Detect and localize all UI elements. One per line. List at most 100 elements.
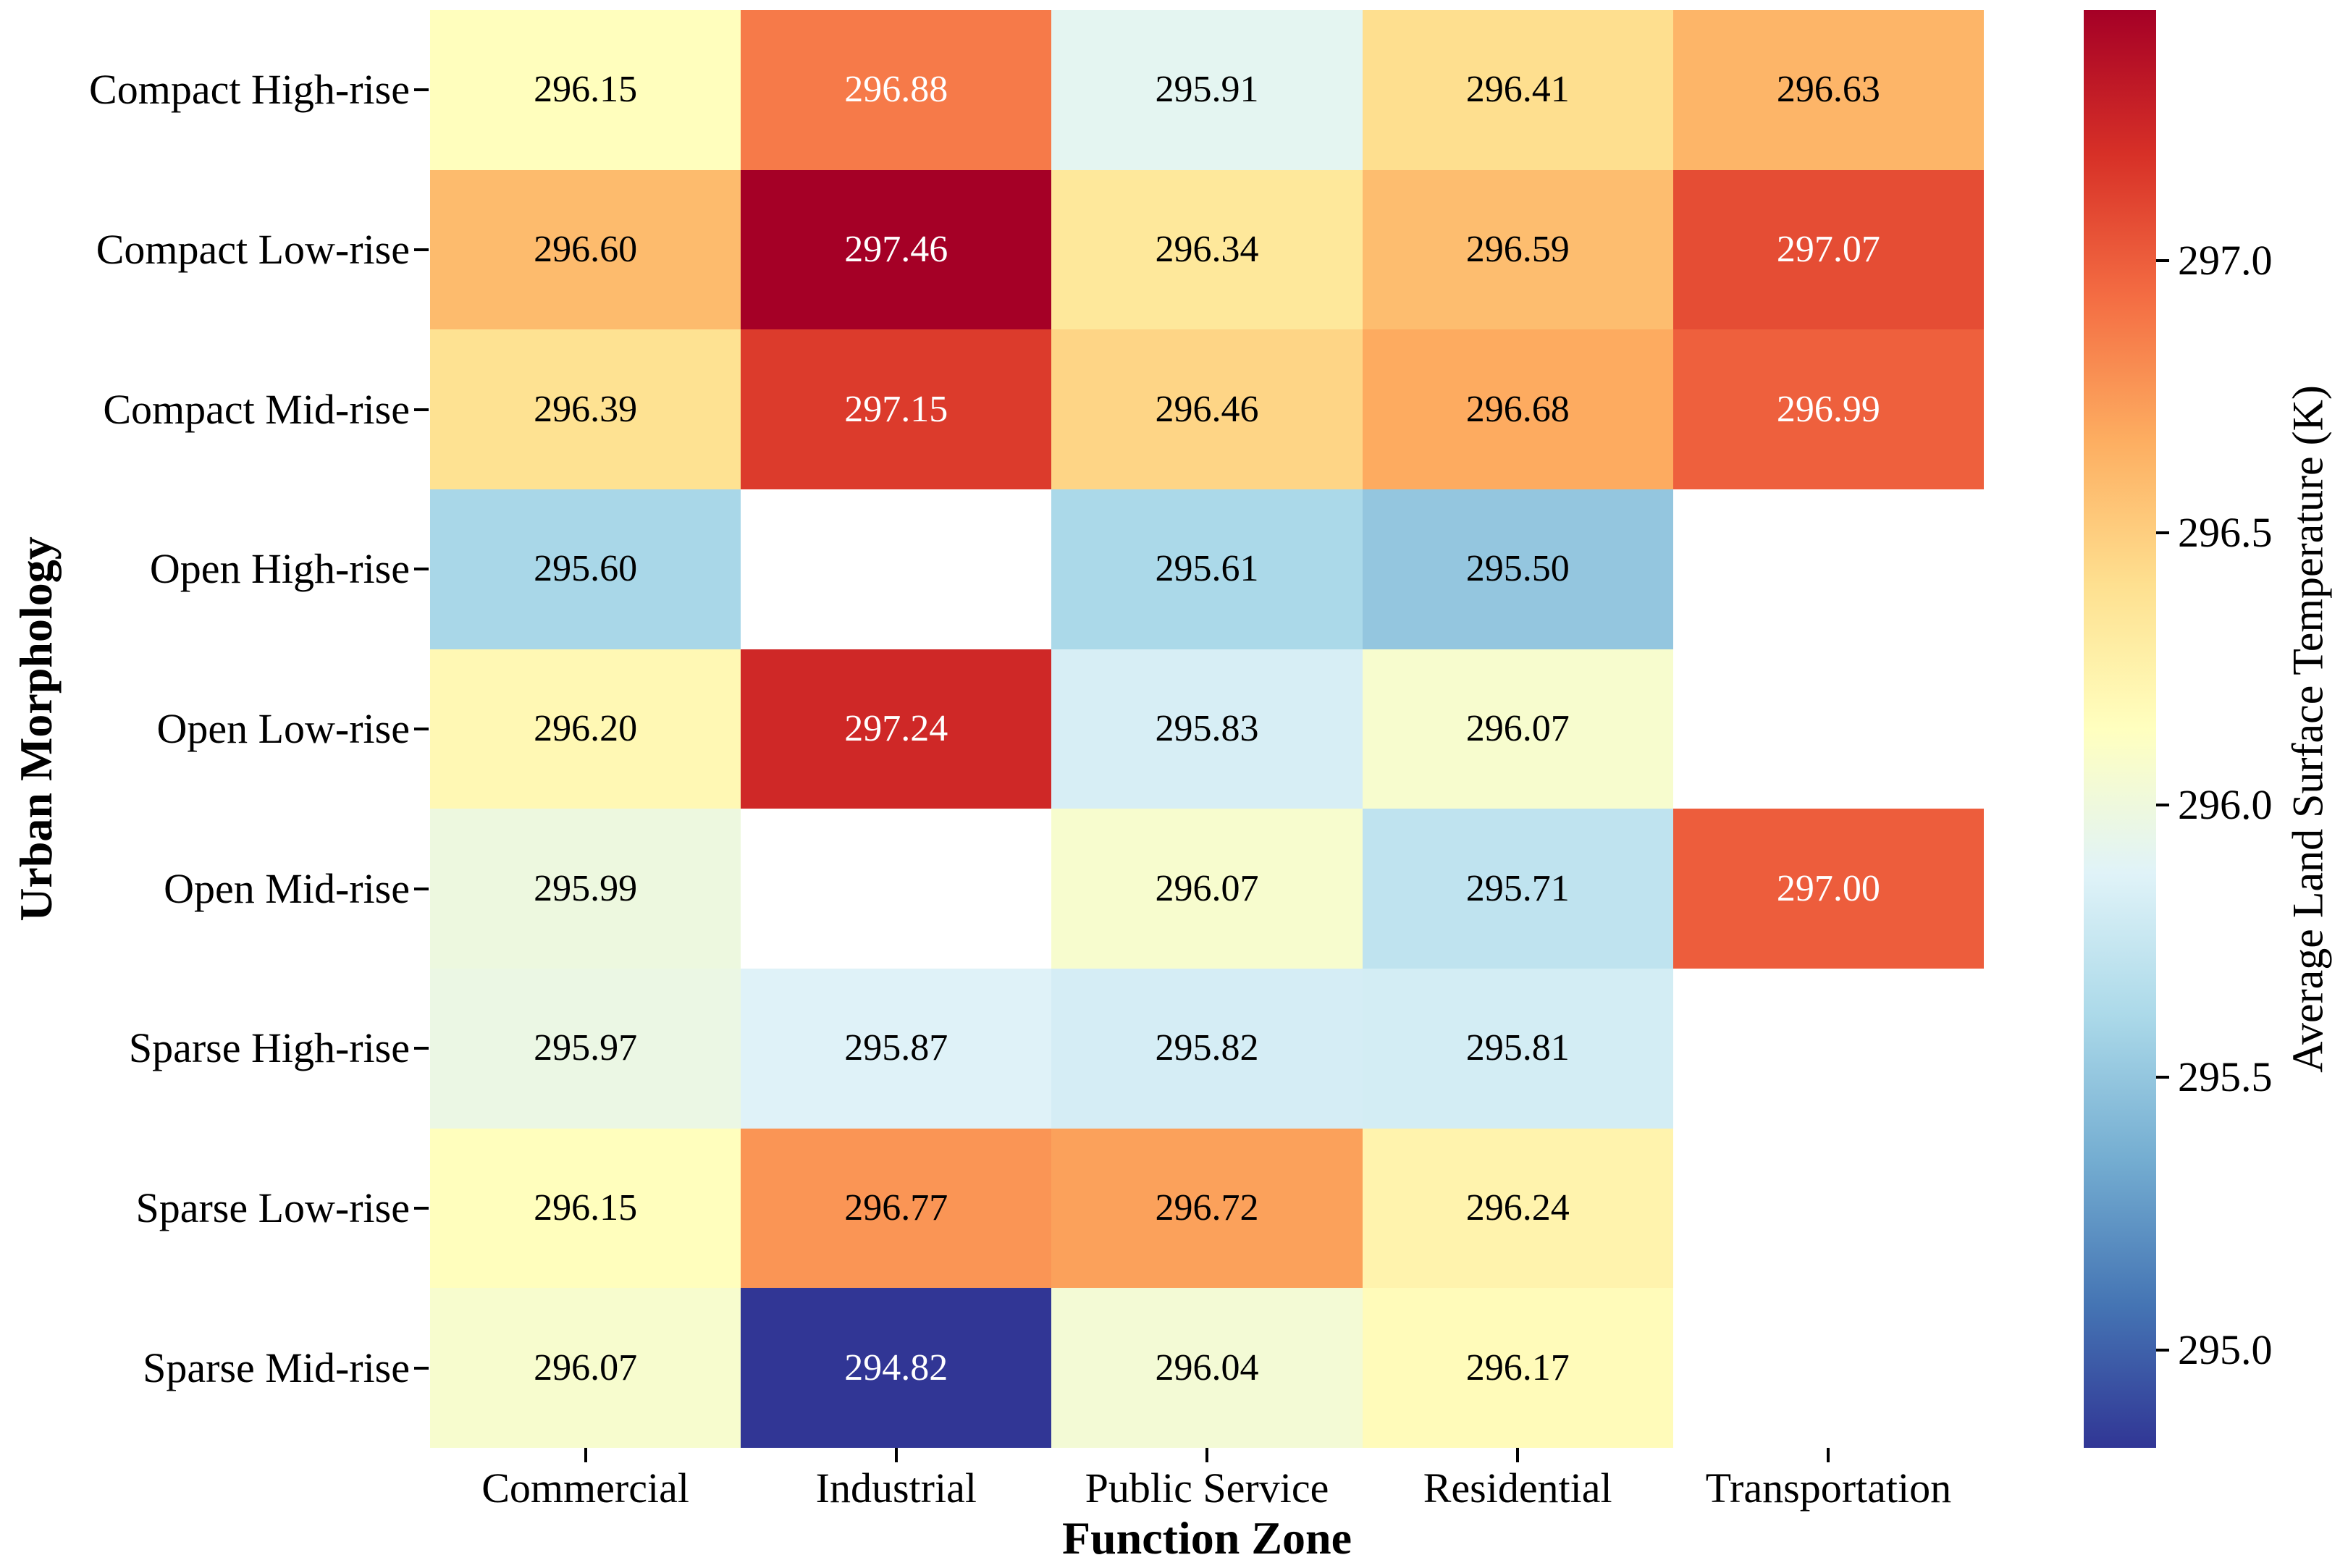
x-tick [1205, 1448, 1208, 1462]
col-label: Transportation [1705, 1464, 1952, 1512]
x-tick [894, 1448, 898, 1462]
heatmap-cell: 296.04 [1051, 1288, 1363, 1448]
heatmap-cell: 295.91 [1051, 10, 1363, 170]
heatmap-cell: 296.07 [1051, 809, 1363, 969]
cell-value: 295.61 [1155, 548, 1259, 590]
cell-value: 296.15 [534, 1186, 638, 1228]
y-tick [414, 1207, 429, 1210]
heatmap-cell [1672, 649, 1984, 809]
cell-value: 294.82 [844, 1346, 948, 1388]
cell-value: 297.00 [1776, 867, 1880, 909]
heatmap-cell: 296.15 [430, 10, 741, 170]
y-tick [414, 248, 429, 251]
cell-value: 296.59 [1465, 228, 1570, 270]
heatmap-cell [1672, 1128, 1984, 1289]
cell-value: 296.15 [534, 69, 638, 111]
colorbar-tick-label: 295.5 [2178, 1053, 2273, 1101]
cell-value: 295.87 [844, 1027, 948, 1069]
heatmap-cell: 297.24 [741, 649, 1052, 809]
row-label: Sparse High-rise [128, 1024, 410, 1072]
cell-value: 296.99 [1776, 388, 1880, 430]
colorbar-tick [2156, 804, 2169, 807]
colorbar-tick-label: 296.0 [2178, 781, 2273, 829]
cell-value: 297.46 [844, 228, 948, 270]
heatmap-cell: 296.68 [1362, 329, 1673, 489]
heatmap-cell: 296.41 [1362, 10, 1673, 170]
colorbar-tick [2156, 531, 2169, 535]
row-label: Sparse Low-rise [135, 1184, 410, 1231]
cell-value: 296.07 [1155, 867, 1259, 909]
heatmap-cell: 296.24 [1362, 1128, 1673, 1289]
cell-value: 296.39 [534, 388, 638, 430]
heatmap-cell: 295.99 [430, 809, 741, 969]
cell-value: 295.82 [1155, 1027, 1259, 1069]
col-label: Public Service [1085, 1464, 1329, 1512]
heatmap-cell: 296.59 [1362, 169, 1673, 330]
heatmap-cell: 296.46 [1051, 329, 1363, 489]
colorbar-tick [2156, 259, 2169, 263]
y-tick [414, 1047, 429, 1050]
heatmap-cell: 295.83 [1051, 649, 1363, 809]
cell-value: 295.81 [1465, 1027, 1570, 1069]
heatmap-cell: 296.77 [741, 1128, 1052, 1289]
cell-value: 295.60 [534, 548, 638, 590]
heatmap-cell: 296.88 [741, 10, 1052, 170]
y-tick [414, 1366, 429, 1370]
cell-value: 295.97 [534, 1027, 638, 1069]
colorbar-tick [2156, 1348, 2169, 1352]
row-label: Open Low-rise [156, 705, 410, 752]
cell-value: 297.07 [1776, 228, 1880, 270]
cell-value: 295.71 [1465, 867, 1570, 909]
colorbar-label: Average Land Surface Temperature (K) [2284, 385, 2332, 1073]
heatmap-cell: 296.20 [430, 649, 741, 809]
cell-value: 295.91 [1155, 69, 1259, 111]
x-tick [1516, 1448, 1520, 1462]
cell-value: 296.63 [1776, 69, 1880, 111]
heatmap-cell: 295.97 [430, 969, 741, 1129]
cell-value: 296.77 [844, 1186, 948, 1228]
heatmap-cell: 295.82 [1051, 969, 1363, 1129]
heatmap-cell: 294.82 [741, 1288, 1052, 1448]
heatmap-cell: 296.60 [430, 169, 741, 330]
y-tick [414, 887, 429, 890]
heatmap-cell: 296.07 [1362, 649, 1673, 809]
heatmap-cell [741, 489, 1052, 649]
heatmap-cell: 296.07 [430, 1288, 741, 1448]
heatmap-cell: 296.63 [1672, 10, 1984, 170]
cell-value: 296.24 [1465, 1186, 1570, 1228]
colorbar-gradient [2084, 10, 2156, 1448]
heatmap-cell [1672, 489, 1984, 649]
heatmap-cell: 295.81 [1362, 969, 1673, 1129]
x-tick [584, 1448, 587, 1462]
heatmap-cell: 297.00 [1672, 809, 1984, 969]
heatmap-cell [741, 809, 1052, 969]
heatmap-cell: 296.72 [1051, 1128, 1363, 1289]
heatmap-cell: 295.60 [430, 489, 741, 649]
row-label: Compact Low-rise [96, 226, 410, 273]
cell-value: 296.07 [534, 1346, 638, 1388]
row-label: Compact High-rise [89, 66, 410, 114]
cell-value: 296.04 [1155, 1346, 1259, 1388]
cell-value: 296.07 [1465, 707, 1570, 749]
heatmap-cell: 296.17 [1362, 1288, 1673, 1448]
cell-value: 297.15 [844, 388, 948, 430]
colorbar-tick-label: 295.0 [2178, 1325, 2273, 1373]
cell-value: 296.68 [1465, 388, 1570, 430]
col-label: Commercial [481, 1464, 689, 1512]
cell-value: 296.72 [1155, 1186, 1259, 1228]
cell-value: 295.83 [1155, 707, 1259, 749]
heatmap-cell: 295.61 [1051, 489, 1363, 649]
row-label: Sparse Mid-rise [143, 1344, 410, 1391]
cell-value: 296.41 [1465, 69, 1570, 111]
cell-value: 296.17 [1465, 1346, 1570, 1388]
cell-value: 296.60 [534, 228, 638, 270]
x-tick [1827, 1448, 1830, 1462]
heatmap-cell: 297.07 [1672, 169, 1984, 330]
colorbar-tick-label: 297.0 [2178, 237, 2273, 284]
cell-value: 295.50 [1465, 548, 1570, 590]
row-label: Open Mid-rise [164, 864, 410, 912]
heatmap-cell: 297.46 [741, 169, 1052, 330]
heatmap-cell [1672, 1288, 1984, 1448]
heatmap-cell: 297.15 [741, 329, 1052, 489]
heatmap-cell: 296.34 [1051, 169, 1363, 330]
